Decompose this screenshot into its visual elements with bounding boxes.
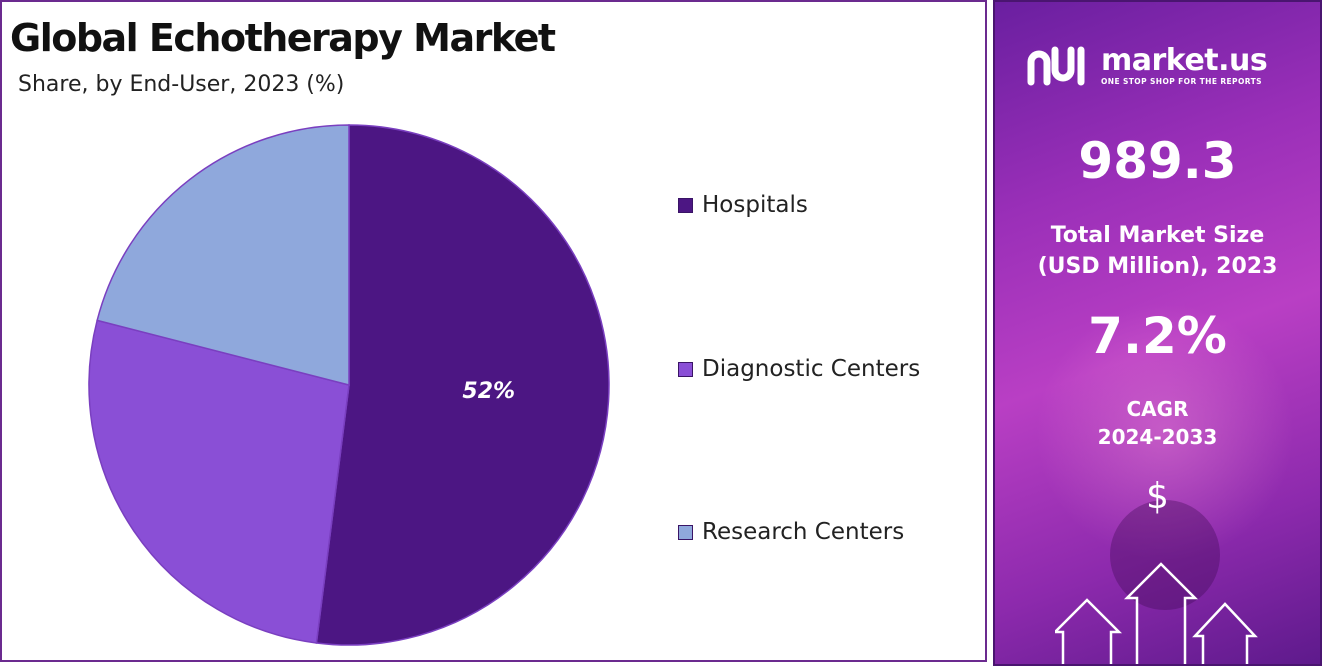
legend-item-research-centers: Research Centers xyxy=(678,519,904,545)
legend-item-diagnostic-centers: Diagnostic Centers xyxy=(678,356,920,382)
pie-slice-diagnostic-centers xyxy=(88,319,350,644)
background-glow xyxy=(1035,302,1295,562)
market-size-label-line2: (USD Million), 2023 xyxy=(1037,254,1278,279)
legend-swatch-diagnostic-centers xyxy=(678,361,693,377)
cagr-label-line2: 2024-2033 xyxy=(1097,425,1218,449)
cagr-label-line1: CAGR xyxy=(1126,397,1189,421)
legend-swatch-hospitals xyxy=(678,197,693,213)
market-us-logo-icon xyxy=(1027,46,1085,86)
market-size-label: Total Market Size (USD Million), 2023 xyxy=(995,220,1320,282)
pie-slice-research-centers xyxy=(96,124,350,386)
growth-arrows-icon xyxy=(1055,562,1258,664)
cagr-value: 7.2% xyxy=(1088,307,1227,365)
chart-title: Global Echotherapy Market xyxy=(10,16,556,60)
market-size-value: 989.3 xyxy=(1078,132,1237,190)
cagr-label: CAGR 2024-2033 xyxy=(995,395,1320,451)
market-size-label-line1: Total Market Size xyxy=(1050,223,1265,248)
legend-item-hospitals: Hospitals xyxy=(678,192,808,218)
chart-panel: Global Echotherapy Market Share, by End-… xyxy=(0,0,987,662)
data-label-hospitals: 52% xyxy=(462,379,515,404)
stats-sidebar: market.us ONE STOP SHOP FOR THE REPORTS … xyxy=(993,0,1322,666)
chart-subtitle: Share, by End-User, 2023 (%) xyxy=(18,72,345,97)
background-cup-shape xyxy=(1110,500,1220,610)
legend-swatch-research-centers xyxy=(678,524,693,540)
dollar-icon: $ xyxy=(1146,476,1169,517)
brand-tagline: ONE STOP SHOP FOR THE REPORTS xyxy=(1101,76,1262,86)
pie-slice-hospitals xyxy=(315,124,610,646)
legend-label-research-centers: Research Centers xyxy=(702,519,905,545)
brand: market.us ONE STOP SHOP FOR THE REPORTS xyxy=(1025,42,1268,88)
pie-chart: 52% xyxy=(88,124,610,646)
legend-label-diagnostic-centers: Diagnostic Centers xyxy=(702,356,921,382)
brand-text: market.us ONE STOP SHOP FOR THE REPORTS xyxy=(1101,42,1268,86)
brand-name: market.us xyxy=(1101,42,1268,78)
legend-label-hospitals: Hospitals xyxy=(702,192,808,218)
